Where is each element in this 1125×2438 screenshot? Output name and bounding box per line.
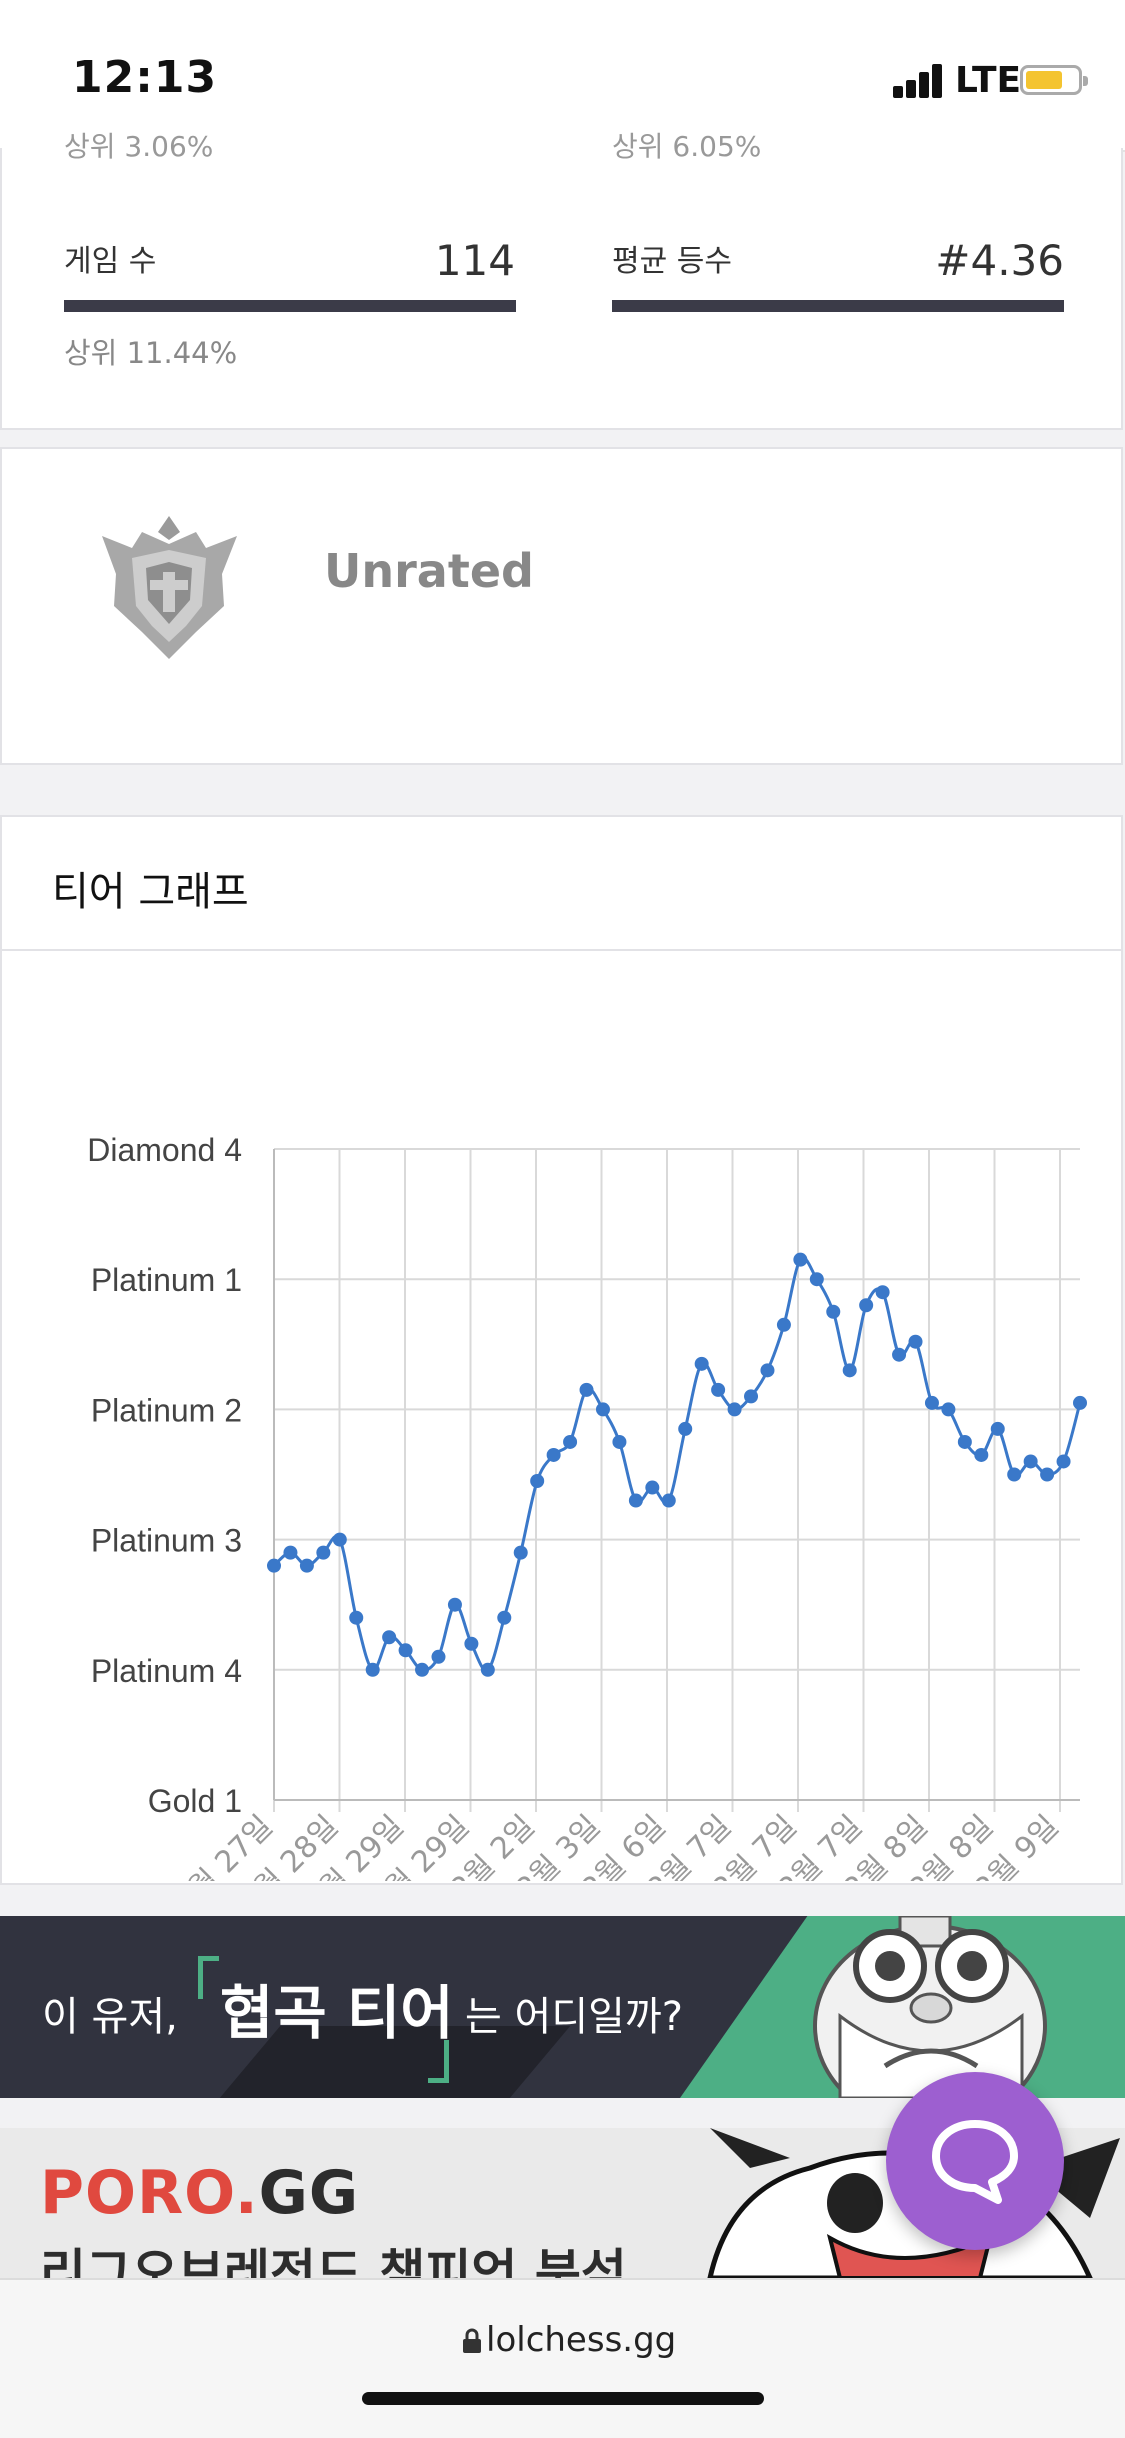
tier-data-point bbox=[415, 1662, 430, 1677]
avg-place-label: 평균 등수 bbox=[612, 244, 732, 279]
cut-off-rank-left: 상위 3.06% bbox=[64, 132, 214, 162]
chat-button[interactable] bbox=[886, 2072, 1064, 2250]
tier-data-point bbox=[974, 1447, 989, 1462]
tier-data-point bbox=[563, 1434, 578, 1449]
tier-graph-header: 티어 그래프 bbox=[2, 817, 1121, 951]
tier-data-point bbox=[727, 1402, 742, 1417]
avg-place-value: #4.36 bbox=[935, 236, 1064, 285]
tier-data-point bbox=[711, 1382, 726, 1397]
tier-data-point bbox=[480, 1662, 495, 1677]
y-tick-label: Gold 1 bbox=[148, 1783, 242, 1819]
tier-data-point bbox=[332, 1532, 347, 1547]
tier-data-point bbox=[349, 1610, 364, 1625]
tier-data-point bbox=[579, 1382, 594, 1397]
tier-data-point bbox=[1073, 1395, 1087, 1410]
tier-data-point bbox=[316, 1545, 331, 1560]
y-tick-label: Platinum 4 bbox=[91, 1653, 242, 1689]
tier-data-point bbox=[431, 1649, 446, 1664]
banner-text-highlight: 협곡 티어 bbox=[220, 1979, 454, 2047]
games-rank: 상위 11.44% bbox=[64, 336, 238, 370]
tier-data-point bbox=[513, 1545, 528, 1560]
tier-data-point bbox=[530, 1474, 545, 1489]
rank-card: Unrated bbox=[0, 447, 1123, 765]
tier-data-point bbox=[744, 1389, 759, 1404]
tier-data-point bbox=[382, 1630, 397, 1645]
tier-series-line bbox=[272, 1256, 1082, 1672]
tier-data-point bbox=[793, 1252, 808, 1267]
tier-data-point bbox=[924, 1395, 939, 1410]
tier-data-point bbox=[957, 1434, 972, 1449]
tier-data-point bbox=[628, 1493, 643, 1508]
games-value: 114 bbox=[434, 236, 515, 285]
y-tick-label: Platinum 3 bbox=[91, 1523, 242, 1559]
rank-tier: Unrated bbox=[324, 544, 534, 598]
banner-text-prefix: 이 유저, bbox=[42, 1994, 178, 2040]
tier-data-point bbox=[760, 1363, 775, 1378]
poro-gg-logo: PORO.GG bbox=[40, 2158, 360, 2228]
tier-data-point bbox=[497, 1610, 512, 1625]
tier-data-point bbox=[447, 1597, 462, 1612]
browser-url[interactable]: lolchess.gg bbox=[486, 2320, 677, 2360]
tier-data-point bbox=[595, 1402, 610, 1417]
unranked-emblem-icon bbox=[102, 516, 237, 659]
tier-data-point bbox=[267, 1558, 281, 1573]
summoners-rift-tier-banner[interactable]: 이 유저, 협곡 티어 는 어디일까? bbox=[0, 1916, 1125, 2098]
tier-data-point bbox=[546, 1447, 561, 1462]
tier-data-point bbox=[283, 1545, 298, 1560]
y-tick-label: Diamond 4 bbox=[87, 1132, 242, 1168]
tier-graph-card: 티어 그래프 Gold 1 Platinum 4 Platinum 3 Platinu… bbox=[0, 815, 1123, 1885]
tier-data-point bbox=[809, 1272, 824, 1287]
stats-card: 상위 3.06% 상위 6.05% 게임 수 114 상위 11.44% 평균 … bbox=[0, 132, 1123, 430]
network-type: LTE bbox=[955, 60, 1022, 101]
tier-data-point bbox=[990, 1421, 1005, 1436]
lock-icon bbox=[463, 2328, 481, 2353]
tier-data-point bbox=[1056, 1454, 1071, 1469]
tier-data-point bbox=[908, 1334, 923, 1349]
tier-data-point bbox=[842, 1363, 857, 1378]
home-indicator[interactable] bbox=[362, 2392, 764, 2405]
tier-data-point bbox=[365, 1662, 380, 1677]
cut-off-rank-right: 상위 6.05% bbox=[612, 132, 762, 162]
tier-data-point bbox=[892, 1347, 907, 1362]
tier-data-point bbox=[1023, 1454, 1038, 1469]
tier-data-point bbox=[875, 1285, 890, 1300]
tier-data-point bbox=[612, 1434, 627, 1449]
tier-data-point bbox=[661, 1493, 676, 1508]
chat-bubble-icon bbox=[932, 2120, 1018, 2204]
tier-data-point bbox=[826, 1304, 841, 1319]
games-bar bbox=[64, 300, 516, 312]
banner-text-suffix: 는 어디일까? bbox=[465, 1994, 683, 2040]
tier-data-point bbox=[464, 1636, 479, 1651]
avg-place-bar bbox=[612, 300, 1064, 312]
browser-url-bar[interactable]: lolchess.gg bbox=[0, 2278, 1125, 2438]
tier-data-point bbox=[859, 1298, 874, 1313]
mascot-illustration bbox=[813, 1916, 1047, 2098]
games-label: 게임 수 bbox=[64, 244, 157, 279]
y-tick-label: Platinum 2 bbox=[91, 1392, 242, 1428]
poro-gg-subtitle: 리그오브레전드 챔피언 분석 bbox=[40, 2244, 627, 2278]
status-time: 12:13 bbox=[72, 52, 218, 103]
tier-graph-title: 티어 그래프 bbox=[52, 869, 249, 915]
tier-data-point bbox=[1040, 1467, 1055, 1482]
tier-data-point bbox=[299, 1558, 314, 1573]
y-tick-label: Platinum 1 bbox=[91, 1262, 242, 1298]
tier-data-point bbox=[1007, 1467, 1022, 1482]
tier-line-chart: Gold 1 Platinum 4 Platinum 3 Platinum 2 Plat… bbox=[87, 1132, 1087, 1881]
tier-data-point bbox=[776, 1317, 791, 1332]
tier-data-point bbox=[398, 1643, 413, 1658]
status-bar: 12:13 LTE bbox=[0, 0, 1125, 152]
tier-data-point bbox=[941, 1402, 956, 1417]
tier-data-point bbox=[678, 1421, 693, 1436]
tier-data-point bbox=[694, 1356, 709, 1371]
tier-data-point bbox=[645, 1480, 660, 1495]
battery-icon bbox=[1020, 65, 1088, 95]
signal-icon bbox=[893, 64, 945, 98]
